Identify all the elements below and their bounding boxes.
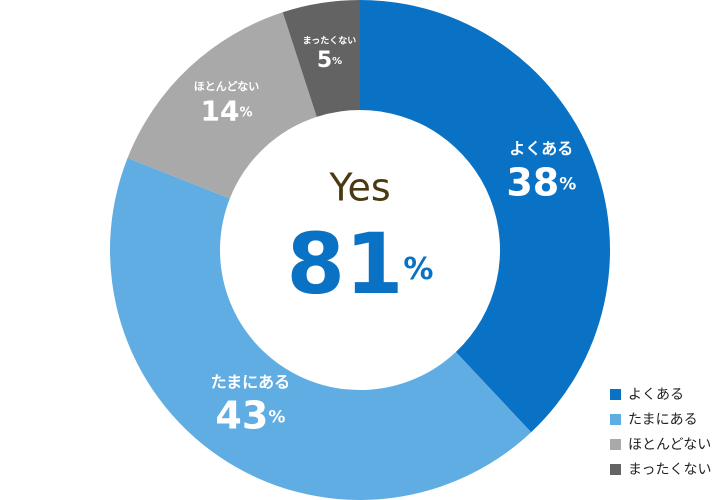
slice-value-label: 43%: [215, 393, 285, 437]
slice: [282, 0, 360, 117]
slice-value-label: 38%: [506, 160, 576, 204]
slice-category-label: よくある: [509, 139, 573, 158]
legend-label: まったくない: [628, 462, 711, 478]
slice: [127, 12, 317, 199]
legend-label: たまにある: [628, 412, 698, 428]
legend-swatch: [610, 414, 621, 425]
slice-category-label: たまにある: [211, 372, 291, 391]
slice-value-label: 14%: [201, 94, 253, 127]
slice: [110, 157, 532, 500]
slice: [360, 0, 610, 433]
slice-value-label: 5%: [317, 48, 342, 73]
center-value: 81%: [287, 215, 434, 313]
slice-category-label: ほとんどない: [194, 80, 259, 93]
legend-swatch: [610, 389, 621, 400]
legend-swatch: [610, 439, 621, 450]
slice-category-label: まったくない: [303, 35, 357, 46]
legend-label: よくある: [628, 387, 684, 403]
legend-swatch: [610, 464, 621, 475]
legend-label: ほとんどない: [628, 437, 711, 453]
center-label: Yes: [328, 166, 390, 210]
